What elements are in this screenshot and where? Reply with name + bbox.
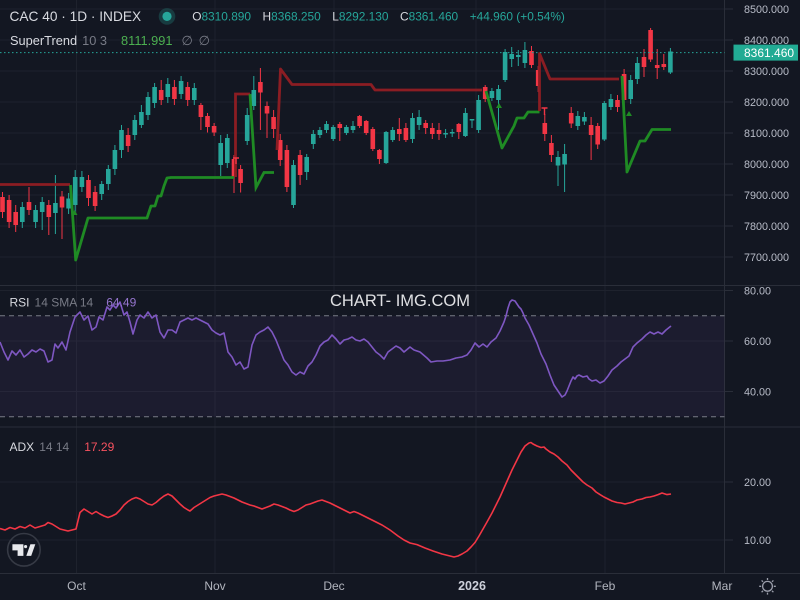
svg-text:CHART- IMG.COM: CHART- IMG.COM <box>330 292 470 310</box>
svg-text:20.00: 20.00 <box>744 477 771 489</box>
svg-text:80.00: 80.00 <box>744 286 771 298</box>
svg-text:Oct: Oct <box>67 579 86 593</box>
svg-text:40.00: 40.00 <box>744 387 771 399</box>
svg-text:8000.000: 8000.000 <box>744 159 789 171</box>
svg-text:Feb: Feb <box>595 579 616 593</box>
svg-text:8400.000: 8400.000 <box>744 35 789 47</box>
svg-text:7900.000: 7900.000 <box>744 190 789 202</box>
svg-text:8361.460: 8361.460 <box>744 46 794 60</box>
svg-text:8500.000: 8500.000 <box>744 4 789 16</box>
svg-text:Nov: Nov <box>204 579 225 593</box>
svg-text:8200.000: 8200.000 <box>744 97 789 109</box>
svg-text:7700.000: 7700.000 <box>744 252 789 264</box>
svg-text:Dec: Dec <box>323 579 344 593</box>
svg-text:CAC 40 · 1D · INDEX: CAC 40 · 1D · INDEX <box>10 9 142 24</box>
svg-text:10.00: 10.00 <box>744 535 771 547</box>
svg-text:8300.000: 8300.000 <box>744 66 789 78</box>
svg-text:60.00: 60.00 <box>744 336 771 348</box>
svg-text:2026: 2026 <box>458 579 486 593</box>
svg-text:8100.000: 8100.000 <box>744 128 789 140</box>
svg-text:7800.000: 7800.000 <box>744 221 789 233</box>
svg-text:Mar: Mar <box>712 579 733 593</box>
